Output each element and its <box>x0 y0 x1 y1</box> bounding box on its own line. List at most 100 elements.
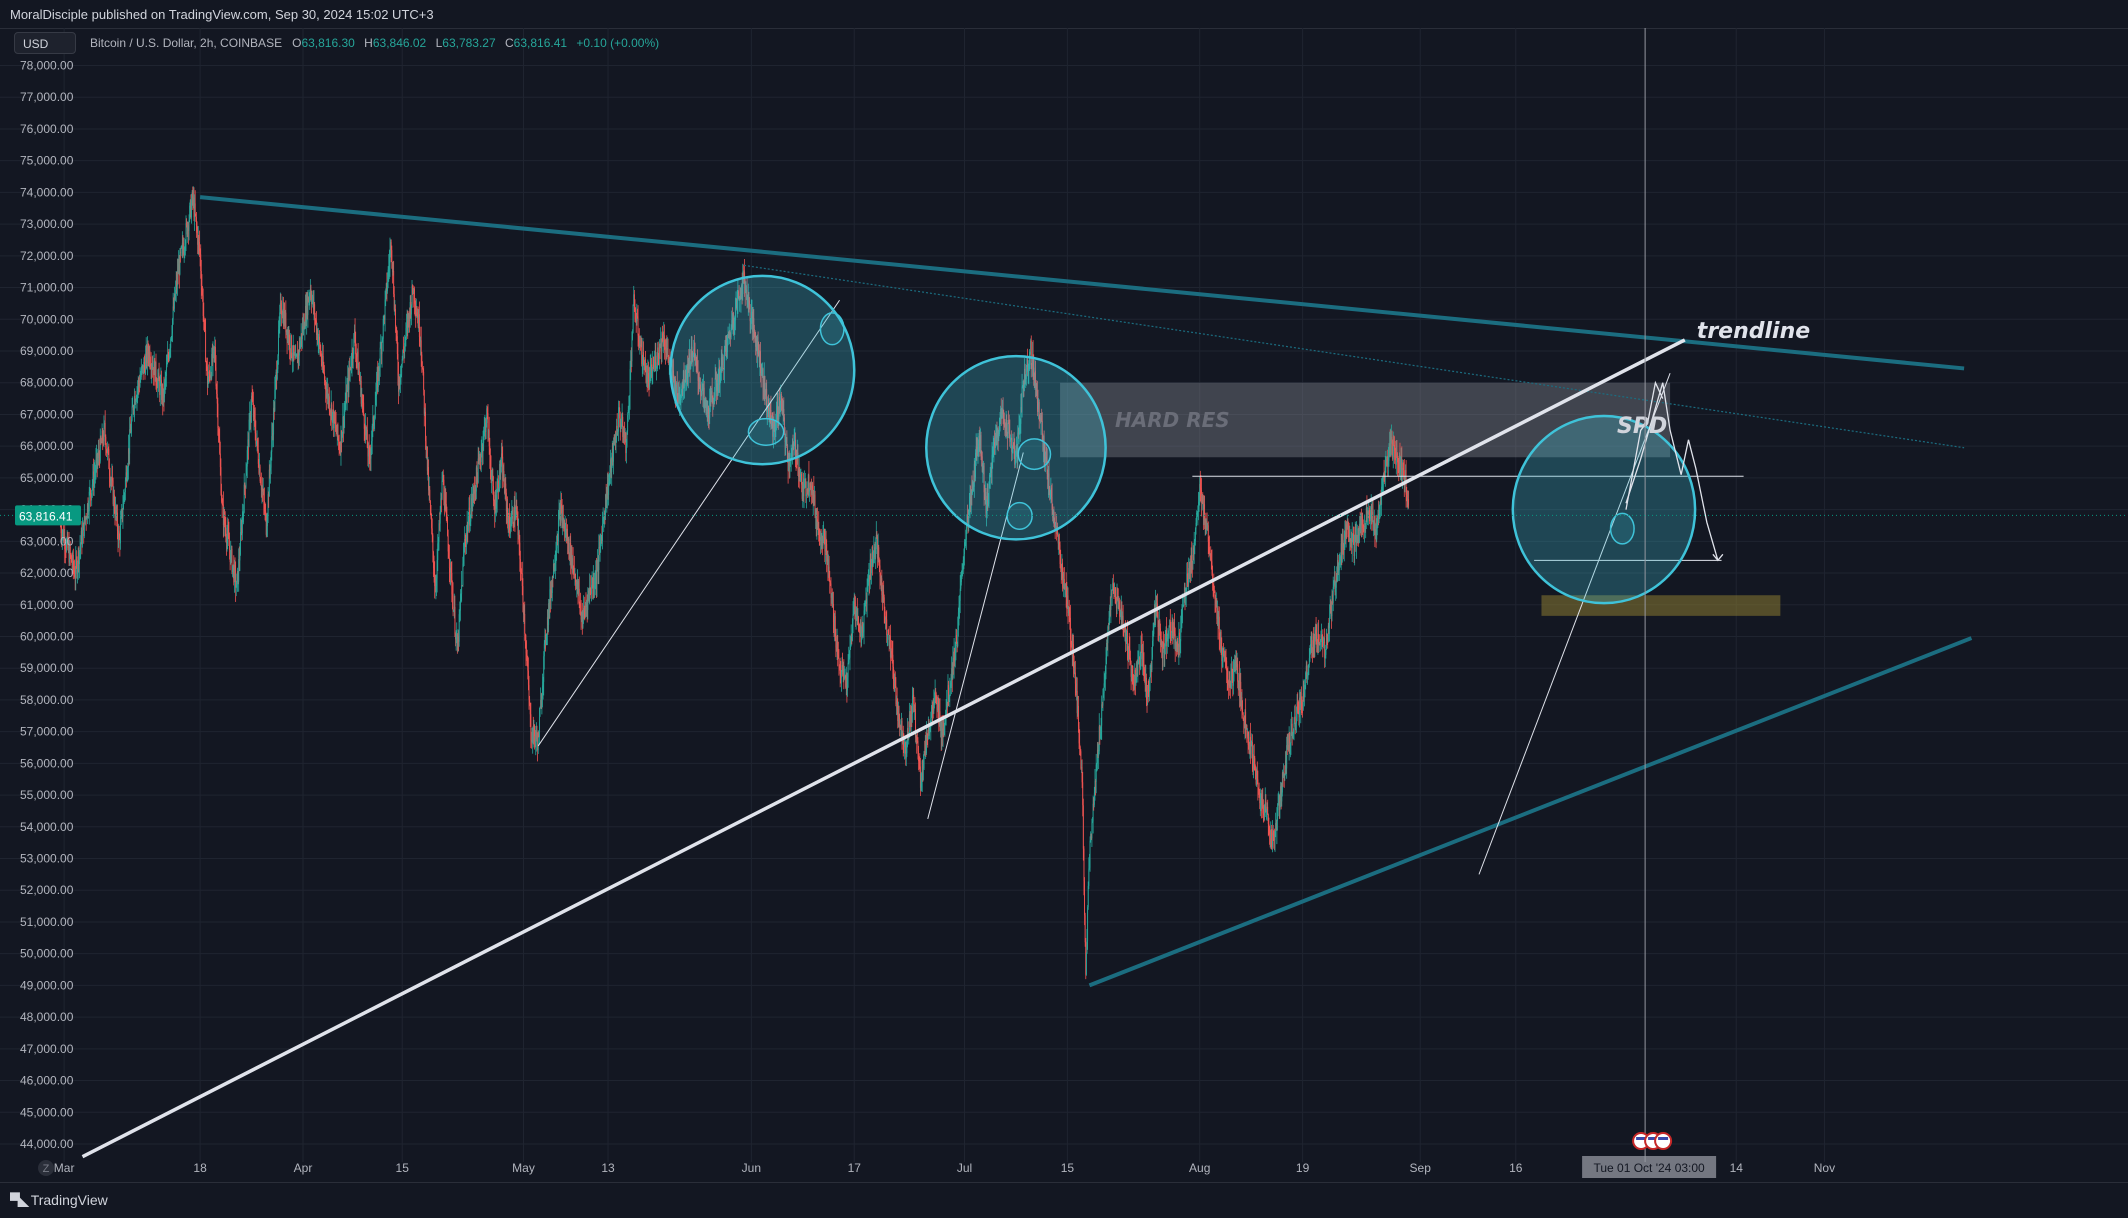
candle-body <box>282 308 284 325</box>
candle-body <box>331 404 333 423</box>
candle-body <box>682 370 684 390</box>
candle-body <box>1383 473 1385 477</box>
candle-body <box>633 294 635 308</box>
candle-body <box>589 587 591 592</box>
candle-body <box>413 288 415 295</box>
candle-body <box>1245 711 1247 729</box>
candle-body <box>1160 628 1161 646</box>
candle-body <box>1389 443 1391 456</box>
candle-body <box>227 529 229 536</box>
candle-body <box>836 641 838 652</box>
candle-body <box>748 296 750 301</box>
candle-body <box>232 565 234 572</box>
candle-body <box>610 459 611 473</box>
candle-body <box>1209 546 1210 555</box>
candle-body <box>606 482 608 499</box>
candle-body <box>1144 668 1146 679</box>
candle-body <box>527 665 529 671</box>
candle-body <box>928 725 930 733</box>
candle-body <box>773 419 775 427</box>
tradingview-logo[interactable]: ▀◣ TradingView <box>10 1192 108 1209</box>
candle-body <box>256 438 258 442</box>
price-axis[interactable]: 44,000.0045,000.0046,000.0047,000.0048,0… <box>15 59 81 1151</box>
y-tick-label: 52,000.00 <box>20 883 74 897</box>
candle-body <box>141 367 143 369</box>
y-tick-label: 67,000.00 <box>20 407 74 421</box>
candle-body <box>374 405 376 419</box>
candle-body <box>186 223 188 235</box>
candle-body <box>938 711 940 724</box>
candle-body <box>1205 521 1207 530</box>
candle-body <box>795 453 797 459</box>
candle-body <box>1269 833 1271 838</box>
candle-body <box>1283 773 1285 777</box>
candle-body <box>1014 462 1016 465</box>
candle-body <box>532 729 534 742</box>
candle-body <box>425 441 427 449</box>
candle-body <box>452 594 453 596</box>
candle-body <box>910 712 912 726</box>
candle-body <box>132 406 134 411</box>
candle-body <box>1057 527 1059 536</box>
candle-body <box>529 705 531 715</box>
candle-body <box>621 424 622 426</box>
candle-body <box>1142 653 1144 667</box>
candle-body <box>1079 747 1081 752</box>
candle-body <box>840 673 842 678</box>
candle-body <box>930 714 932 718</box>
candle-body <box>1234 662 1236 671</box>
candle-body <box>1229 686 1231 688</box>
candle-body <box>61 533 63 539</box>
candle-body <box>890 651 892 658</box>
candle-body <box>678 392 680 402</box>
candle-body <box>172 319 173 334</box>
candle-body <box>278 325 280 330</box>
y-tick-label: 56,000.00 <box>20 756 74 770</box>
candle-body <box>513 524 515 526</box>
candle-body <box>323 368 325 373</box>
candle-body <box>123 497 124 510</box>
candle-body <box>844 677 845 679</box>
candle-body <box>1286 745 1288 748</box>
candle-body <box>454 606 456 635</box>
candle-body <box>1348 536 1350 542</box>
candle-body <box>1272 832 1274 836</box>
candle-body <box>1129 649 1131 658</box>
candle-body <box>308 296 310 302</box>
candle-body <box>1328 625 1330 628</box>
candle-body <box>578 588 580 594</box>
candle-body <box>874 547 876 558</box>
candle-body <box>149 350 151 365</box>
currency-selector[interactable]: USD <box>14 32 76 54</box>
candle-body <box>1077 705 1079 727</box>
candle-body <box>981 455 983 457</box>
candle-body <box>1368 508 1370 513</box>
candle-body <box>918 761 920 763</box>
candle-body <box>634 307 636 319</box>
candle-body <box>764 394 766 396</box>
candle-body <box>265 514 267 535</box>
candle-body <box>387 269 389 283</box>
candle-body <box>656 362 658 367</box>
candle-body <box>703 387 705 400</box>
candle-body <box>241 516 243 534</box>
candle-body <box>1037 402 1039 410</box>
candle-body <box>1403 470 1405 485</box>
candle-body <box>505 483 507 493</box>
candle-body <box>1060 563 1062 569</box>
candle-body <box>927 738 929 740</box>
candle-body <box>1060 568 1062 572</box>
candle-body <box>783 408 785 418</box>
time-axis[interactable]: Mar 18 Apr 15 May 13 Jun 17 Jul 15 Aug 19 Sep 16 14 Nov… <box>38 1132 1835 1178</box>
candle-body <box>349 368 350 372</box>
candle-body <box>489 446 491 455</box>
candle-body <box>1172 620 1174 633</box>
candle-body <box>1277 804 1279 808</box>
candle-body <box>801 474 803 485</box>
candle-body <box>1264 805 1266 815</box>
candle-body <box>945 714 946 725</box>
candle-body <box>710 393 712 395</box>
candle-body <box>187 225 189 235</box>
candle-body <box>1075 683 1077 693</box>
